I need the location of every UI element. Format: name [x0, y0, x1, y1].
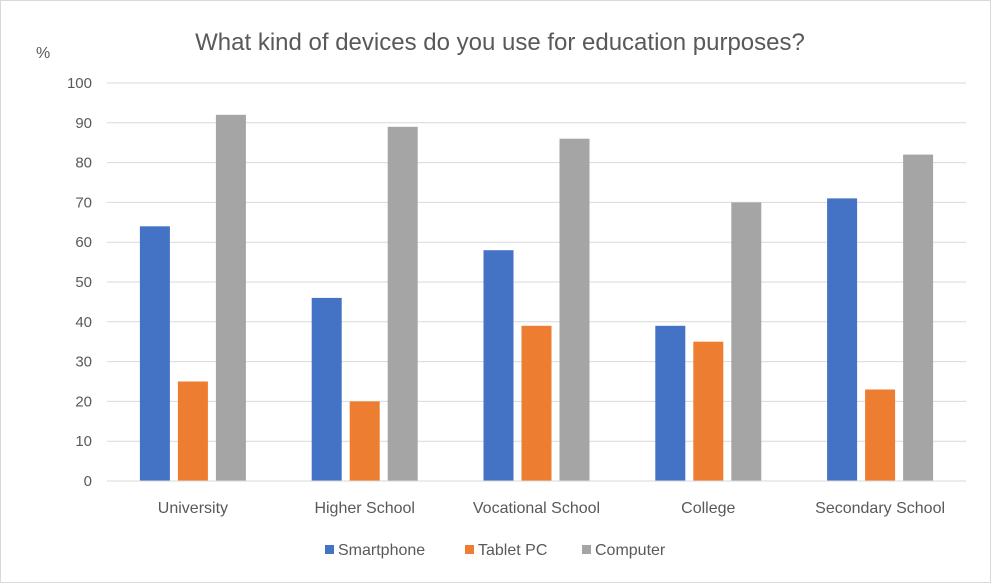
category-label: College [681, 500, 735, 517]
y-axis-unit-label: % [36, 45, 50, 62]
legend-label: Smartphone [338, 542, 425, 559]
y-tick-label: 80 [75, 155, 92, 172]
y-tick-label: 0 [84, 473, 92, 490]
bar-smartphone [655, 325, 686, 481]
legend-swatch [325, 545, 334, 554]
y-tick-label: 10 [75, 433, 92, 450]
legend-swatch [465, 545, 474, 554]
bar-tablet-pc [521, 325, 552, 481]
gridlines [107, 82, 966, 442]
bar-computer [903, 154, 934, 481]
category-label: Vocational School [473, 500, 600, 517]
legend-swatch [582, 545, 591, 554]
chart-title: What kind of devices do you use for educ… [195, 29, 805, 56]
category-label: Higher School [314, 500, 415, 517]
bar-smartphone [311, 297, 342, 481]
bar-computer [731, 202, 762, 481]
category-labels: University Higher School Vocational School… [158, 500, 945, 517]
y-tick-label: 60 [75, 234, 92, 251]
legend-label: Computer [595, 542, 666, 559]
bar-computer [559, 138, 590, 481]
bar-tablet-pc [865, 389, 896, 481]
legend: Smartphone Tablet PC Computer [325, 542, 666, 559]
y-tick-label: 40 [75, 314, 92, 331]
y-tick-label: 70 [75, 194, 92, 211]
y-tick-labels: 0 10 20 30 40 50 60 70 80 90 100 [67, 75, 92, 490]
y-tick-label: 20 [75, 393, 92, 410]
category-label: University [158, 500, 228, 517]
bar-tablet-pc [693, 341, 724, 481]
bar-tablet-pc [177, 381, 208, 481]
bar-tablet-pc [349, 401, 380, 481]
y-tick-label: 90 [75, 115, 92, 132]
bar-smartphone [483, 250, 514, 481]
bar-smartphone [139, 226, 170, 481]
category-label: Secondary School [815, 500, 945, 517]
bar-computer [387, 126, 418, 482]
y-tick-label: 30 [75, 354, 92, 371]
bar-computer [215, 114, 246, 482]
legend-label: Tablet PC [478, 542, 547, 559]
y-tick-label: 50 [75, 274, 92, 291]
bars [139, 114, 934, 482]
y-tick-label: 100 [67, 75, 92, 92]
bar-smartphone [827, 198, 858, 481]
